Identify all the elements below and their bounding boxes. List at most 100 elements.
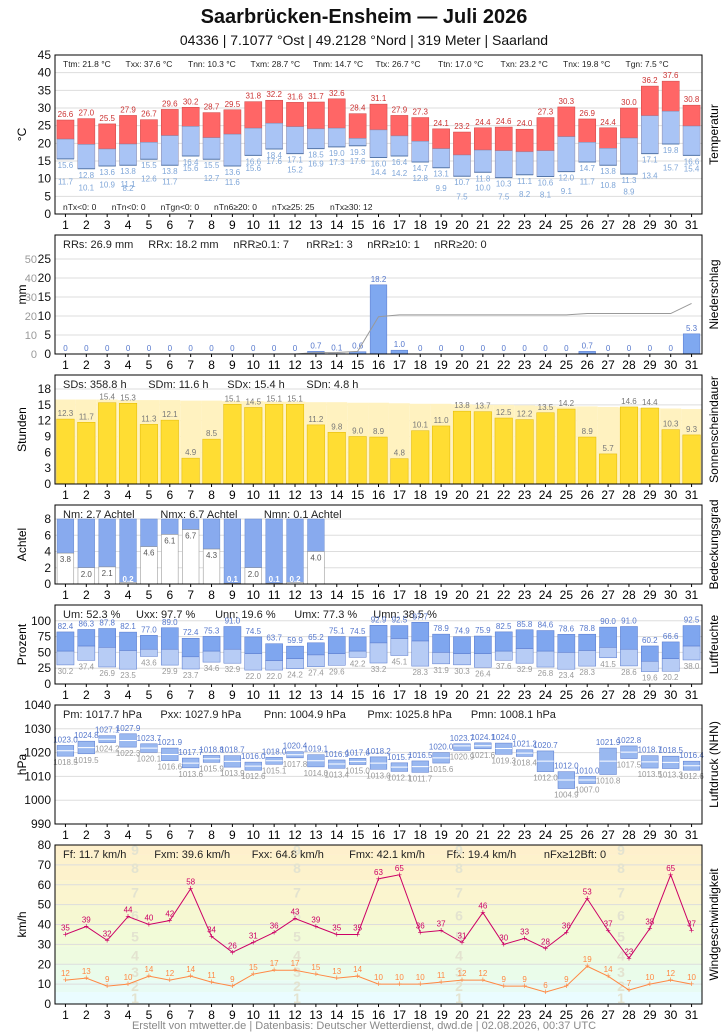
x-tick-label: 14 [330, 358, 344, 372]
y-tick-label: 25 [38, 252, 52, 266]
x-tick-label: 9 [229, 218, 236, 232]
sun-label: 10.1 [412, 421, 428, 430]
tmin-label: 13.6 [225, 168, 241, 177]
tmax-label: 27.3 [538, 108, 554, 117]
humidity-upper-bar [307, 642, 325, 656]
wind-label: 12 [61, 969, 70, 978]
y-tick-label: 45 [38, 48, 52, 62]
sun-label: 9.0 [352, 427, 364, 436]
x-tick-label: 11 [268, 828, 281, 842]
humidity-lower-bar [515, 648, 534, 664]
x-tick-label: 19 [434, 218, 448, 232]
y-axis-label: km/h [15, 911, 29, 937]
gust-label: 53 [583, 888, 592, 897]
x-tick-label: 10 [247, 688, 261, 702]
tmean-bar [515, 151, 534, 176]
tmin-label: 11.8 [475, 174, 491, 183]
wind-label: 9 [230, 975, 235, 984]
sun-bar [411, 430, 430, 485]
umin-label: 43.6 [141, 658, 157, 667]
x-tick-label: 3 [104, 488, 111, 502]
stat-top: Nmx: 6.7 Achtel [160, 509, 237, 521]
pmin-label: 1013.3 [658, 771, 683, 780]
x-tick-label: 29 [643, 488, 657, 502]
wind-label: 15 [249, 963, 258, 972]
humidity-upper-bar [578, 633, 597, 651]
wind-marker: + [689, 979, 694, 989]
x-tick-label: 2 [83, 588, 90, 602]
humidity-lower-bar [557, 652, 576, 670]
umax-label: 91.0 [621, 616, 637, 625]
x-tick-label: 29 [643, 358, 657, 372]
pmin-label: 1013.6 [178, 770, 203, 779]
side-label: Luftfeuchte [707, 614, 721, 674]
stat-top: Pm: 1017.7 hPa [63, 709, 143, 721]
humidity-lower-bar [140, 648, 158, 657]
y-tick-label: 60 [38, 878, 52, 892]
beaufort-digit: 7 [293, 885, 301, 901]
tmin-label: 15.6 [58, 161, 74, 170]
humidity-upper-bar [56, 631, 75, 652]
gust-label: 39 [82, 915, 91, 924]
tmax-label: 36.2 [642, 76, 658, 85]
humidity-lower-bar [390, 638, 409, 656]
gust-marker: + [543, 943, 548, 953]
pmax-label: 1020.0 [429, 743, 454, 752]
tgrass-label: 15.7 [663, 164, 679, 173]
rain-label: 0 [230, 344, 235, 353]
x-tick-label: 17 [393, 688, 407, 702]
stat-bottom: nTx≥25: 25 [272, 202, 315, 212]
pmin-label: 1004.9 [554, 791, 579, 800]
stat-top: RRs: 26.9 mm [63, 239, 133, 251]
x-tick-label: 10 [247, 1008, 261, 1022]
pmax-label: 1023.7 [450, 734, 475, 743]
umax-label: 84.6 [538, 621, 554, 630]
x-tick-label: 25 [560, 828, 574, 842]
clear-bar [286, 518, 304, 583]
x-tick-label: 7 [187, 488, 194, 502]
x-tick-label: 31 [685, 688, 699, 702]
beaufort-band [55, 854, 702, 881]
gust-marker: + [63, 929, 68, 939]
stat-top: Tgn: 7.5 °C [626, 59, 669, 69]
humidity-upper-bar [223, 626, 242, 650]
wind-marker: + [647, 979, 652, 989]
gust-label: 37 [604, 919, 613, 928]
tmean-bar [98, 148, 116, 167]
tmin-label: 19.8 [663, 146, 679, 155]
gust-label: 35 [61, 923, 70, 932]
x-tick-label: 30 [664, 1008, 678, 1022]
rain-bar [682, 333, 701, 355]
wind-marker: + [459, 975, 464, 985]
stat-top: Fxx: 64.8 km/h [252, 849, 324, 861]
humidity-upper-bar [160, 627, 179, 650]
stat-top: SDn: 4.8 h [306, 379, 358, 391]
sun-label: 13.7 [475, 402, 491, 411]
cloud-label: 4.0 [310, 554, 322, 563]
wind-marker: + [292, 965, 297, 975]
humidity-lower-bar [181, 656, 200, 670]
pmax-label: 1024.8 [74, 731, 99, 740]
tgrass-label: 10.8 [600, 181, 616, 190]
x-tick-label: 6 [166, 488, 173, 502]
tmax-bar [265, 99, 283, 124]
y-tick-label: 10 [38, 977, 52, 991]
sun-label: 15.4 [99, 393, 115, 402]
tmin-label: 18.5 [308, 151, 324, 160]
x-tick-label: 3 [104, 688, 111, 702]
x-tick-label: 28 [622, 488, 636, 502]
wind-label: 12 [478, 969, 487, 978]
umax-label: 63.7 [266, 634, 282, 643]
stat-bottom: nTn6≥20: 0 [214, 202, 257, 212]
pmin-label: 1015.9 [199, 764, 224, 773]
tgrass-label: 15.6 [183, 164, 199, 173]
x-tick-label: 13 [309, 488, 323, 502]
y-tick-label: 70 [38, 858, 52, 872]
x-tick-label: 25 [560, 358, 574, 372]
pmax-label: 1015.7 [387, 753, 412, 762]
wind-label: 12 [666, 969, 675, 978]
beaufort-digit: 7 [617, 885, 625, 901]
umax-label: 86.3 [79, 619, 95, 628]
y-axis-label: Prozent [15, 623, 29, 665]
x-tick-label: 2 [83, 488, 90, 502]
